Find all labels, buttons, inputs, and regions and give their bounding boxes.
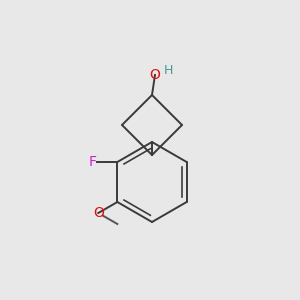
Text: O: O bbox=[93, 206, 104, 220]
Text: H: H bbox=[163, 64, 173, 76]
Text: F: F bbox=[88, 155, 96, 169]
Text: O: O bbox=[150, 68, 160, 82]
